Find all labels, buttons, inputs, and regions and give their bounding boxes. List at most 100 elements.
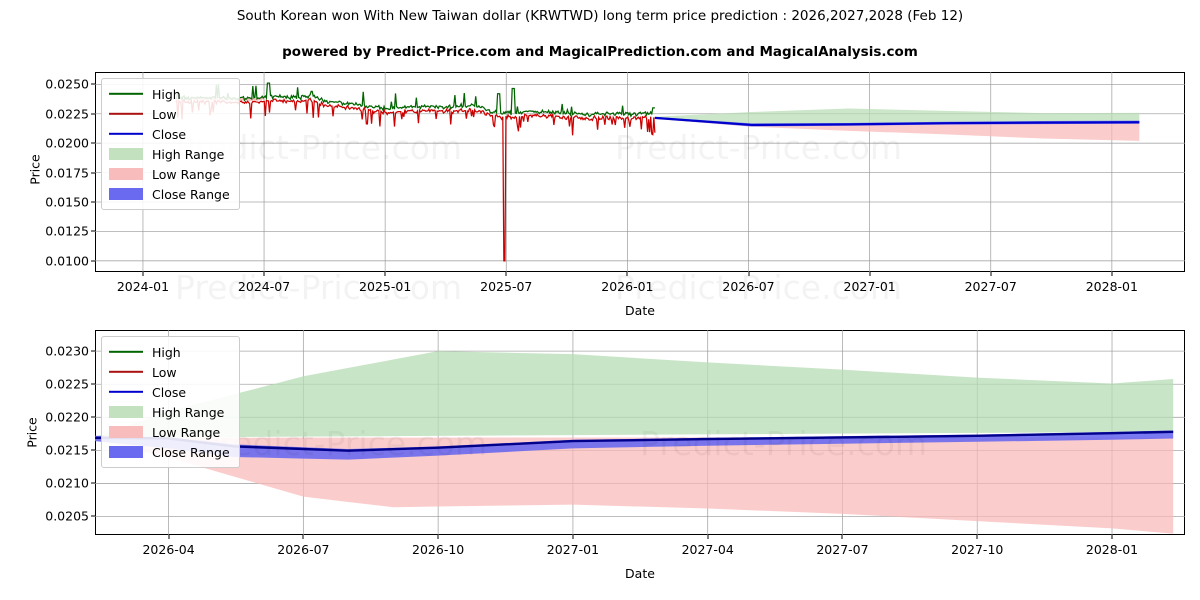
x-tick-mark (626, 272, 628, 276)
legend-patch-swatch-icon (109, 147, 143, 161)
x-tick-mark (168, 535, 170, 539)
y-tick-mark (91, 416, 95, 418)
bottom-legend-item-high: High (109, 342, 230, 362)
y-tick-label: 0.0200 (45, 135, 89, 151)
legend-line-swatch-icon (109, 87, 143, 101)
top-chart-frame (95, 72, 1185, 272)
y-tick-mark (91, 515, 95, 517)
legend-line-swatch-icon (109, 107, 143, 121)
x-tick-label: 2024-07 (237, 279, 291, 294)
x-tick-label: 2025-01 (359, 279, 412, 294)
y-tick-label: 0.0225 (45, 106, 89, 122)
x-tick-label: 2024-01 (116, 279, 170, 294)
x-tick-label: 2026-01 (601, 279, 654, 294)
top-chart-panel: 0.0100 0.0125 0.0150 0.0175 0.0200 0.0225 0.02… (45, 72, 1185, 294)
top-legend-item-high-range: High Range (109, 144, 230, 164)
y-tick-mark (91, 482, 95, 484)
legend-label: Low Range (152, 166, 221, 182)
x-tick-label: 2027-01 (546, 542, 600, 557)
legend-line-swatch-icon (109, 345, 143, 359)
legend-label: High Range (152, 404, 225, 420)
bottom-chart-panel: 0.0205 0.0210 0.0215 0.0220 0.0225 0.0230 2026… (45, 330, 1185, 557)
x-tick-mark (707, 535, 709, 539)
top-chart-ylabel: Price (27, 154, 43, 185)
legend-label: Close Range (152, 186, 230, 202)
x-tick-mark (302, 535, 304, 539)
x-tick-label: 2027-07 (964, 279, 1017, 294)
x-tick-label: 2027-10 (951, 542, 1004, 557)
top-legend-item-low: Low (109, 104, 230, 124)
low-range-band (95, 437, 1174, 534)
bottom-legend-item-low: Low (109, 362, 230, 382)
y-tick-label: 0.0205 (45, 508, 89, 524)
x-tick-label: 2026-07 (722, 279, 775, 294)
y-tick-label: 0.0150 (45, 194, 89, 210)
y-tick-mark (91, 350, 95, 352)
legend-patch-swatch-icon (109, 425, 143, 439)
top-chart-canvas (95, 72, 1185, 272)
watermark-3: Predict-Price.com (175, 268, 462, 307)
x-tick-mark (841, 535, 843, 539)
y-tick-label: 0.0175 (45, 165, 89, 181)
y-tick-mark (91, 383, 95, 385)
y-tick-label: 0.0250 (45, 76, 89, 92)
x-tick-mark (505, 272, 507, 276)
x-tick-label: 2027-04 (681, 542, 734, 557)
top-legend-item-high: High (109, 84, 230, 104)
legend-line-swatch-icon (109, 385, 143, 399)
x-tick-label: 2026-07 (277, 542, 330, 557)
legend-label: Low Range (152, 424, 221, 440)
bottom-legend-item-close: Close (109, 382, 230, 402)
y-tick-label: 0.0210 (45, 475, 89, 491)
legend-patch-swatch-icon (109, 167, 143, 181)
y-tick-label: 0.0125 (45, 223, 89, 239)
y-tick-label: 0.0100 (45, 253, 89, 269)
x-tick-label: 2027-01 (843, 279, 896, 294)
bottom-legend-item-high-range: High Range (109, 402, 230, 422)
bottom-chart-ylabel: Price (24, 417, 40, 448)
legend-patch-swatch-icon (109, 187, 143, 201)
bottom-chart-legend: High Low Close High Range Low Range Close Ran… (101, 336, 240, 468)
x-tick-label: 2026-04 (142, 542, 195, 557)
legend-label: Low (152, 364, 177, 380)
x-tick-mark (572, 535, 574, 539)
y-tick-mark (91, 113, 95, 115)
legend-label: Close (152, 384, 187, 400)
y-tick-mark (91, 260, 95, 262)
y-tick-mark (91, 83, 95, 85)
x-tick-mark (1111, 535, 1113, 539)
x-tick-mark (263, 272, 265, 276)
x-tick-mark (990, 272, 992, 276)
x-tick-label: 2026-10 (412, 542, 465, 557)
legend-label: Close Range (152, 444, 230, 460)
top-legend-item-close-range: Close Range (109, 184, 230, 204)
top-legend-item-low-range: Low Range (109, 164, 230, 184)
legend-label: High Range (152, 146, 225, 162)
y-tick-mark (91, 142, 95, 144)
top-chart-xlabel: Date (625, 303, 655, 318)
legend-patch-swatch-icon (109, 405, 143, 419)
legend-line-swatch-icon (109, 365, 143, 379)
bottom-legend-item-low-range: Low Range (109, 422, 230, 442)
x-tick-label: 2025-07 (480, 279, 533, 294)
bottom-legend-item-close-range: Close Range (109, 442, 230, 462)
legend-label: Close (152, 126, 187, 142)
legend-label: High (152, 344, 181, 360)
x-tick-mark (142, 272, 144, 276)
page-subtitle: powered by Predict-Price.com and Magical… (282, 44, 918, 60)
x-tick-mark (384, 272, 386, 276)
y-tick-mark (91, 201, 95, 203)
x-tick-mark (437, 535, 439, 539)
legend-label: High (152, 86, 181, 102)
x-tick-label: 2027-07 (816, 542, 869, 557)
y-tick-label: 0.0220 (45, 409, 89, 425)
y-tick-mark (91, 172, 95, 174)
y-tick-mark (91, 230, 95, 232)
y-tick-mark (91, 449, 95, 451)
high-range-band (95, 351, 1174, 438)
legend-patch-swatch-icon (109, 445, 143, 459)
x-tick-mark (869, 272, 871, 276)
bottom-chart-xlabel: Date (625, 566, 655, 581)
x-tick-mark (748, 272, 749, 276)
